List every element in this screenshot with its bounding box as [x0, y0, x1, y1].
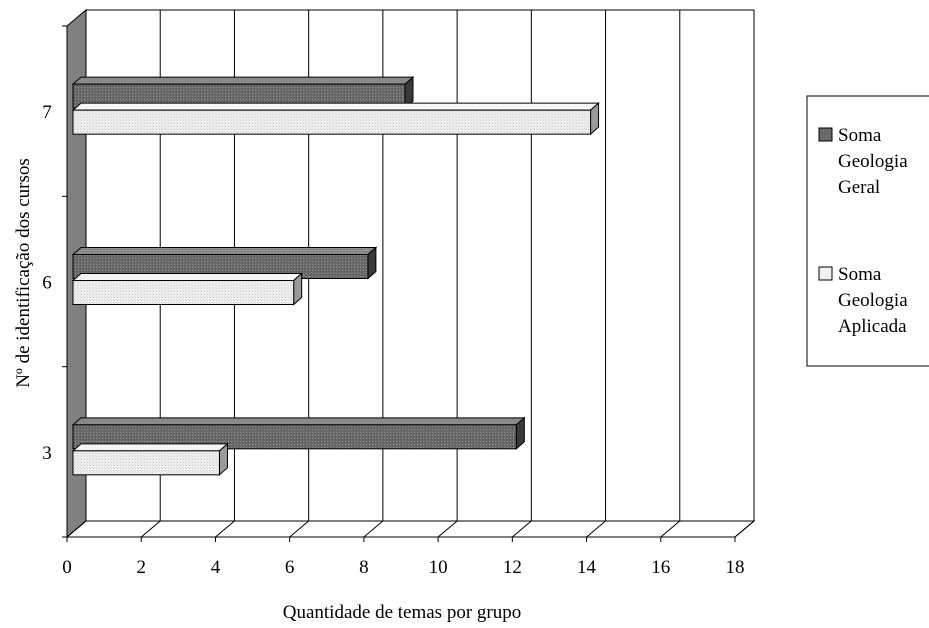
- y-tick-label: 6: [42, 273, 52, 294]
- legend: Soma Geologia Geral Soma Geologia Aplicada: [806, 95, 929, 367]
- legend-label: Soma Geologia Aplicada: [838, 264, 908, 337]
- bar-top-face: [71, 417, 526, 426]
- x-tick-label: 0: [62, 557, 72, 578]
- bar: [71, 416, 526, 450]
- bar-top-face: [71, 76, 415, 85]
- x-tick-label: 10: [429, 557, 448, 578]
- bar-front-face: [72, 109, 592, 135]
- legend-label: Soma Geologia Geral: [838, 125, 908, 198]
- floor-tick-line: [363, 520, 384, 538]
- floor-tick-line: [586, 520, 606, 538]
- bar: [71, 272, 303, 306]
- x-tick-label: 6: [285, 557, 295, 578]
- bar-top-face: [71, 247, 378, 255]
- legend-swatch: [818, 127, 833, 142]
- floor-tick-line: [512, 520, 532, 538]
- y-axis-title: Nº de identificação dos cursos: [13, 158, 34, 388]
- x-axis-title: Quantidade de temas por grupo: [283, 602, 521, 623]
- bar: [71, 442, 229, 476]
- bar-top-face: [71, 273, 303, 281]
- x-tick-label: 16: [651, 557, 670, 578]
- legend-swatch: [818, 266, 833, 281]
- floor-tick-line: [140, 520, 161, 538]
- x-tick-label: 12: [503, 557, 522, 578]
- x-tick-label: 14: [577, 557, 597, 578]
- x-tick-label: 8: [359, 557, 369, 578]
- bar-top-face: [71, 443, 229, 452]
- y-tick-label: 7: [42, 102, 52, 123]
- y-tick-label: 3: [42, 443, 52, 464]
- x-tick-label: 2: [136, 557, 146, 578]
- x-tick-label: 18: [726, 557, 745, 578]
- floor-tick-line: [66, 520, 87, 538]
- floor-tick-line: [437, 520, 458, 538]
- floor-tick-line: [289, 520, 309, 538]
- floor-tick-line: [660, 520, 681, 538]
- bar-top-face: [71, 102, 600, 111]
- bar: [71, 102, 600, 136]
- floor: [65, 520, 756, 538]
- floor-tick-line: [734, 520, 755, 538]
- x-tick-label: 4: [211, 557, 221, 578]
- floor-tick-line: [215, 520, 235, 538]
- bar-front-face: [72, 280, 295, 305]
- bar-front-face: [72, 450, 220, 476]
